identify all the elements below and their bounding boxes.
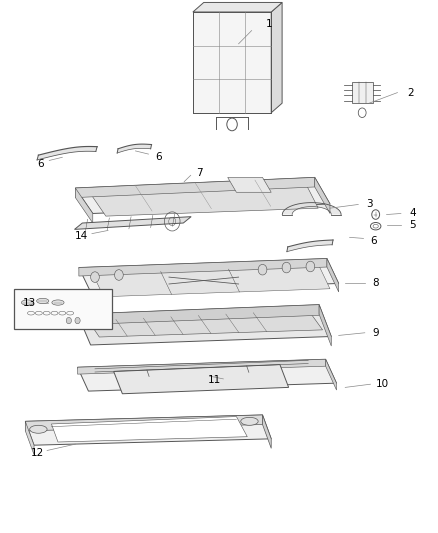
Text: 6: 6 xyxy=(155,152,161,161)
Circle shape xyxy=(91,272,99,282)
Polygon shape xyxy=(117,144,152,153)
Text: 3: 3 xyxy=(366,199,372,209)
Circle shape xyxy=(306,261,315,272)
Polygon shape xyxy=(79,259,327,276)
Polygon shape xyxy=(315,177,330,214)
Text: 2: 2 xyxy=(407,87,414,98)
Polygon shape xyxy=(287,240,333,252)
Text: 8: 8 xyxy=(372,278,379,288)
Polygon shape xyxy=(75,177,330,214)
Polygon shape xyxy=(91,184,318,216)
Text: 13: 13 xyxy=(23,297,36,308)
Text: 7: 7 xyxy=(196,168,203,177)
Polygon shape xyxy=(25,415,271,445)
Polygon shape xyxy=(93,266,330,297)
Polygon shape xyxy=(114,365,289,394)
Ellipse shape xyxy=(52,300,64,305)
Polygon shape xyxy=(262,415,271,448)
Polygon shape xyxy=(75,177,315,198)
Polygon shape xyxy=(271,3,282,113)
Polygon shape xyxy=(37,147,97,160)
Circle shape xyxy=(258,264,267,275)
Polygon shape xyxy=(51,417,247,442)
Text: 6: 6 xyxy=(37,159,44,168)
Circle shape xyxy=(75,317,80,324)
Polygon shape xyxy=(79,259,339,292)
Ellipse shape xyxy=(241,417,258,425)
Text: 9: 9 xyxy=(372,328,379,338)
Circle shape xyxy=(115,270,123,280)
Text: 4: 4 xyxy=(410,208,416,219)
Polygon shape xyxy=(78,359,325,374)
Circle shape xyxy=(66,317,71,324)
Ellipse shape xyxy=(21,300,34,305)
Text: 12: 12 xyxy=(31,448,44,458)
Polygon shape xyxy=(25,421,34,455)
FancyBboxPatch shape xyxy=(14,289,113,329)
Text: 5: 5 xyxy=(410,220,416,230)
Polygon shape xyxy=(352,82,373,103)
Polygon shape xyxy=(319,305,331,346)
Text: 14: 14 xyxy=(75,231,88,241)
Polygon shape xyxy=(327,259,339,292)
Polygon shape xyxy=(283,203,341,215)
Polygon shape xyxy=(228,177,271,192)
Polygon shape xyxy=(325,359,336,390)
Polygon shape xyxy=(78,359,336,391)
Polygon shape xyxy=(193,3,282,12)
Polygon shape xyxy=(75,188,93,223)
Polygon shape xyxy=(78,305,319,325)
Ellipse shape xyxy=(30,425,47,433)
Text: 1: 1 xyxy=(266,19,272,29)
Circle shape xyxy=(282,262,291,273)
Text: 6: 6 xyxy=(370,236,377,246)
Ellipse shape xyxy=(37,298,49,304)
Polygon shape xyxy=(78,305,331,345)
Polygon shape xyxy=(193,12,271,113)
Polygon shape xyxy=(25,415,262,431)
Polygon shape xyxy=(88,310,322,337)
Polygon shape xyxy=(74,216,191,229)
Text: 10: 10 xyxy=(376,379,389,389)
Text: 11: 11 xyxy=(208,375,221,385)
